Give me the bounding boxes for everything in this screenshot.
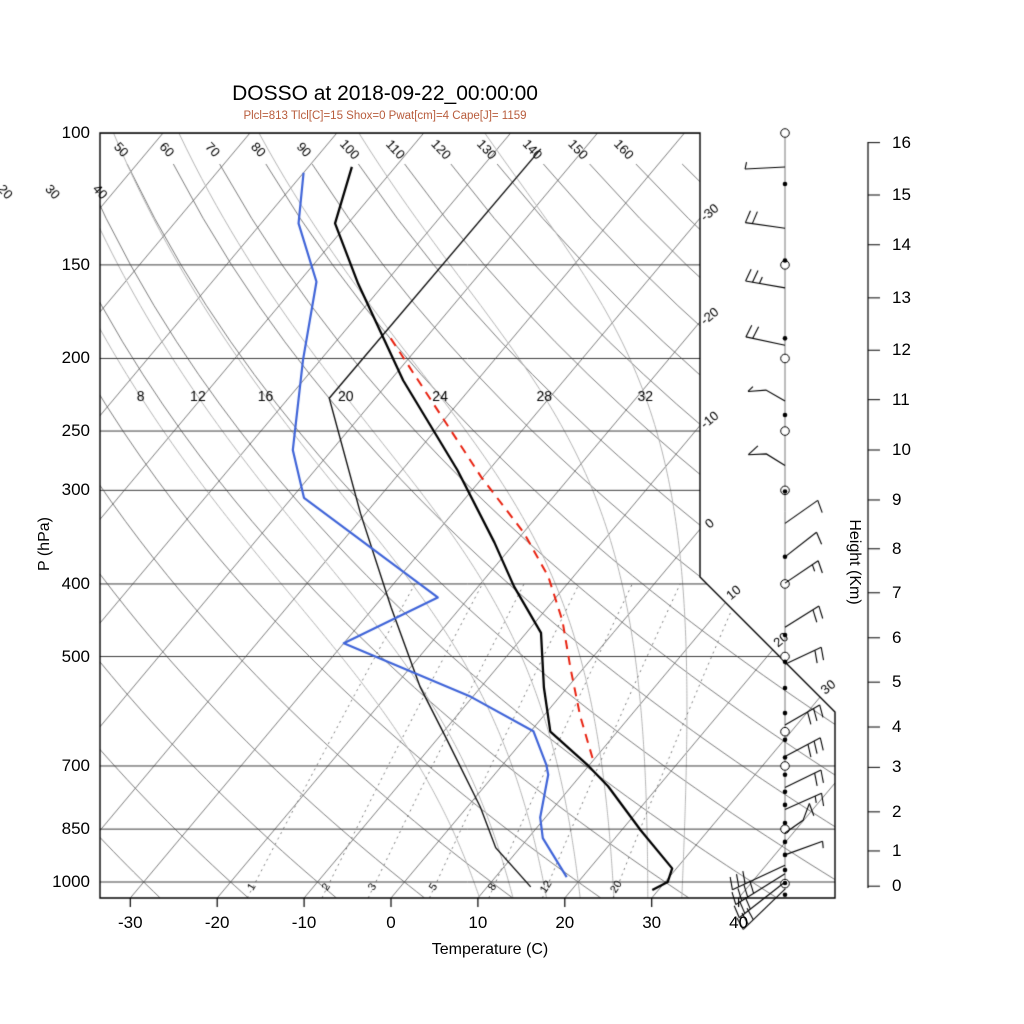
chart-title: DOSSO at 2018-09-22_00:00:00 (232, 82, 538, 105)
chart-subtitle: Plcl=813 Tlcl[C]=15 Shox=0 Pwat[cm]=4 Ca… (243, 110, 527, 122)
left-axis-title: P (hPa) (36, 517, 53, 571)
x-axis-title: Temperature (C) (431, 941, 549, 958)
right-axis-title: Height (Km) (846, 519, 863, 605)
